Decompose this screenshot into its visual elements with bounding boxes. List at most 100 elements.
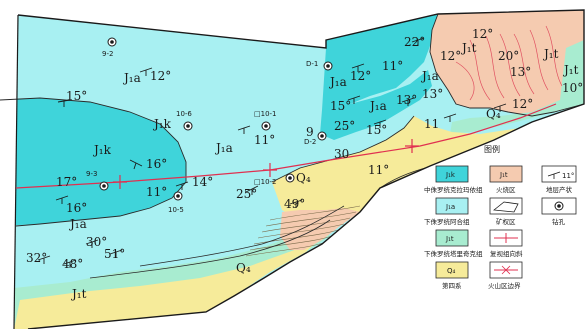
well-marker [99, 181, 109, 191]
legend-label: 中侏罗统克拉玛依组 [424, 185, 483, 194]
dip-label: 51° [104, 247, 125, 261]
legend-item-dip: 11° 地层产状 [541, 165, 577, 194]
well-label: 9 [306, 125, 314, 139]
legend-label: 第四系 [442, 281, 462, 290]
dip-label: 48° [62, 257, 83, 271]
dip-label: 22° [404, 35, 425, 49]
well-label: □10-2 [254, 178, 277, 186]
well-marker [261, 121, 271, 131]
label-j1a: J₁a [68, 217, 87, 231]
unit-j1t-strip [450, 40, 584, 134]
dip-label: 13° [510, 65, 531, 79]
well-label: D-2 [304, 138, 316, 146]
dip-label: 16° [146, 157, 167, 171]
dip-label: 49° [284, 197, 305, 211]
legend-label: 火烧区 [496, 185, 516, 194]
legend-symbol: J₁k [445, 171, 456, 179]
label-j1a: J₁a [328, 75, 347, 89]
label-j1k: J₁k [92, 143, 112, 157]
dip-label: 15° [330, 99, 351, 113]
label-q4: Q₄ [236, 261, 251, 275]
unit-j1k-area-ne [322, 14, 438, 110]
dip-label: 11° [368, 163, 389, 177]
label-j1t: J₁t [542, 47, 559, 61]
legend-item-mine: 矿权区 [489, 197, 523, 226]
unit-boundaries [0, 13, 585, 227]
dip-label: 14° [192, 175, 213, 189]
map-boundary [17, 9, 585, 329]
legend-symbol: 11° [562, 172, 574, 180]
legend-label: 钻孔 [552, 217, 566, 226]
legend-item-j1t: J₁t 下侏罗统塔里奇克组 [424, 229, 483, 258]
dip-label: 12° [150, 69, 171, 83]
legend-item-j1k: J₁k 中侏罗统克拉玛依组 [424, 165, 483, 194]
legend-symbol: J₁t [499, 171, 508, 179]
legend-item-burn: J₁t 火烧区 [489, 165, 523, 194]
dip-label: 12° [512, 97, 533, 111]
dip-label: 15° [366, 123, 387, 137]
well-label: 10-5 [168, 206, 184, 214]
legend-item-well: 钻孔 [541, 197, 577, 226]
dip-label: 30° [86, 235, 107, 249]
dip-label: 12° [440, 49, 461, 63]
well-label: D-1 [306, 60, 318, 68]
well-marker [183, 121, 193, 131]
legend-label: 火山区边界 [488, 281, 521, 290]
dip-label: 16° [66, 201, 87, 215]
well-label: 10-6 [176, 110, 192, 118]
well-marker [285, 173, 295, 183]
dip-label: 11° [254, 133, 275, 147]
dip-label: 25° [334, 119, 355, 133]
label-j1a: J₁a [122, 71, 141, 85]
dip-label: 12° [472, 27, 493, 41]
well-label: □10-1 [254, 110, 277, 118]
well-label: 9-3 [86, 170, 97, 178]
dip-label: 13° [396, 93, 417, 107]
label-j1t: J₁t [562, 63, 579, 77]
well-marker [323, 61, 333, 71]
unit-q4-area [272, 106, 584, 228]
label-j1a: J₁a [368, 99, 387, 113]
label-q4: Q₄ [486, 107, 501, 121]
section-line [15, 103, 557, 189]
dip-label: 17° [56, 175, 77, 189]
legend-symbol: Q₄ [447, 267, 456, 275]
legend-symbol: J₁a [445, 203, 455, 211]
unit-j1k-area-ne2 [320, 70, 432, 140]
burn-strata [455, 25, 563, 101]
label-j1t: J₁t [460, 41, 477, 55]
wells [99, 37, 333, 201]
well-marker [317, 131, 327, 141]
well-marker [173, 191, 183, 201]
legend-label: 复视组向斜 [490, 249, 523, 258]
legend-title: 图例 [484, 144, 500, 154]
legend-item-section: 复视组向斜 [489, 229, 523, 258]
well-marker [107, 37, 117, 47]
legend-label: 矿权区 [496, 217, 516, 226]
label-q4: Q₄ [296, 171, 311, 185]
dip-label: 12° [350, 69, 371, 83]
dip-label: 11° [146, 185, 167, 199]
dip-labels: 12° 15° 16° 17° 16° 11° 14° 11° 25° 49° … [26, 27, 583, 271]
legend-label: 下侏罗统阿合组 [424, 217, 470, 226]
unit-labels: J₁a J₁k J₁k J₁a J₁a J₁t Q₄ Q₄ J₁a J₁a J₁… [68, 41, 579, 301]
label-j1a: J₁a [420, 69, 439, 83]
label-j1k: J₁k [152, 117, 172, 131]
dip-symbols [37, 37, 507, 268]
legend-item-j1a: J₁a 下侏罗统阿合组 [424, 197, 470, 226]
label-j1t: J₁t [70, 287, 87, 301]
legend: 图例 J₁k 中侏罗统克拉玛依组 J₁t 火烧区 11° 地层产状 J₁a 下侏… [424, 144, 577, 290]
legend-symbol: J₁t [445, 235, 454, 243]
legend-item-q4: Q₄ 第四系 [435, 261, 469, 290]
unit-q4-lower [14, 236, 322, 329]
dip-label: 11° [382, 59, 403, 73]
unit-burn-area [430, 10, 584, 116]
legend-label: 下侏罗统塔里奇克组 [424, 249, 483, 258]
legend-label: 地层产状 [546, 185, 573, 194]
dip-label: 20° [498, 49, 519, 63]
well-labels: 9-2 10-6 □10-1 □10-2 9-3 10-5 D-1 D-2 9 [86, 50, 318, 214]
dip-label: 25° [236, 187, 257, 201]
dip-label: 32° [26, 251, 47, 265]
dip-label: 15° [66, 89, 87, 103]
